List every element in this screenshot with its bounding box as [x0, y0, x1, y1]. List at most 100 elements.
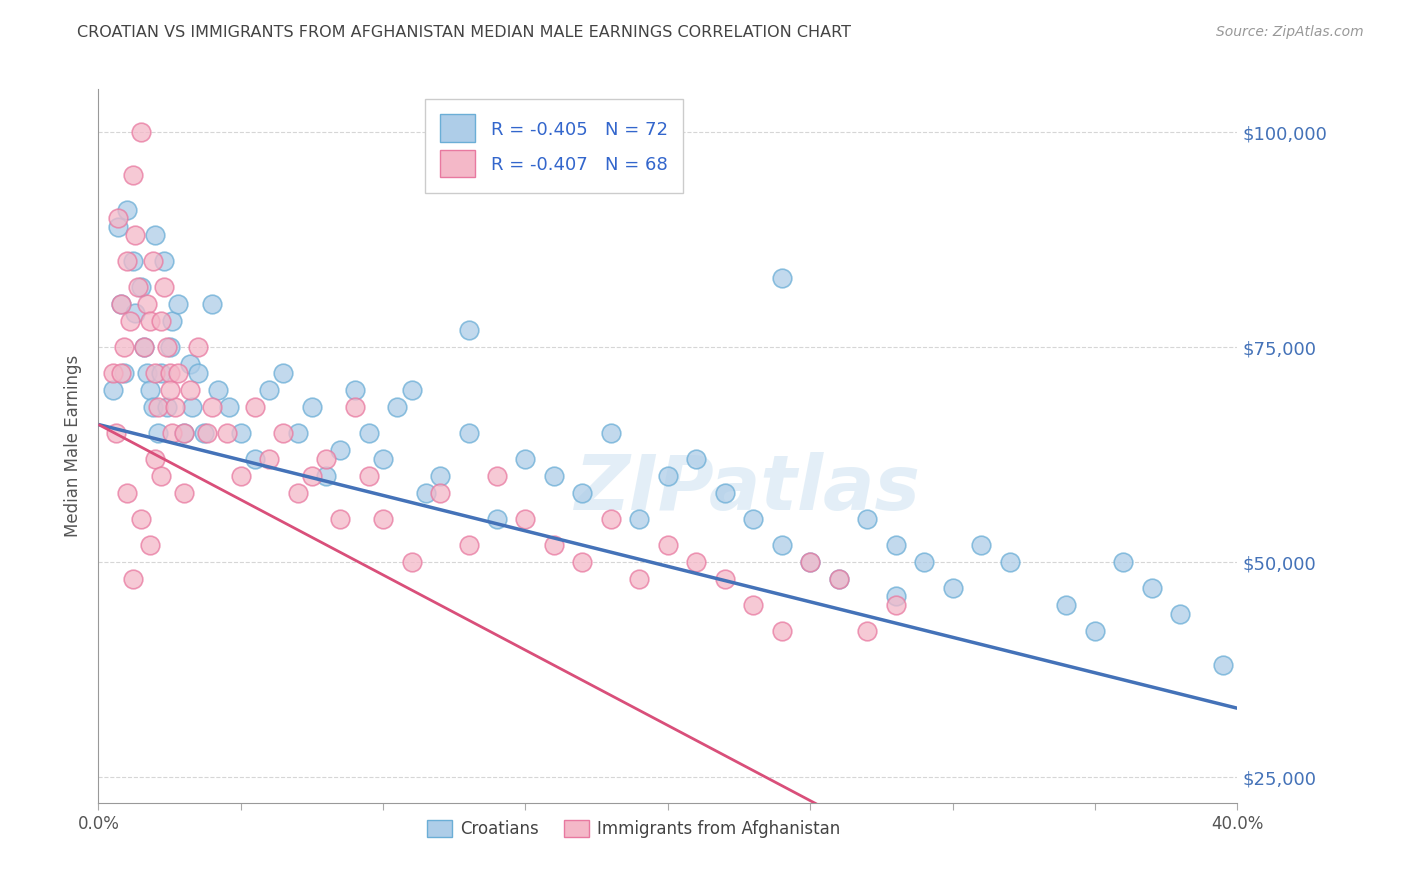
Point	[357, 426, 380, 441]
Point	[1084, 624, 1107, 638]
Point	[1170, 607, 1192, 621]
Point	[287, 426, 309, 441]
Point	[329, 443, 352, 458]
Point	[329, 512, 352, 526]
Point	[145, 228, 167, 243]
Point	[167, 366, 190, 380]
Point	[315, 469, 337, 483]
Point	[571, 555, 593, 569]
Point	[173, 426, 195, 441]
Point	[121, 254, 143, 268]
Point	[373, 512, 395, 526]
Point	[457, 323, 479, 337]
Point	[828, 572, 851, 586]
Text: ZIPatlas: ZIPatlas	[575, 452, 921, 525]
Point	[229, 469, 252, 483]
Point	[799, 555, 821, 569]
Point	[150, 366, 173, 380]
Point	[912, 555, 935, 569]
Point	[153, 254, 176, 268]
Point	[429, 469, 451, 483]
Point	[515, 451, 537, 466]
Point	[135, 366, 157, 380]
Point	[457, 426, 479, 441]
Text: CROATIAN VS IMMIGRANTS FROM AFGHANISTAN MEDIAN MALE EARNINGS CORRELATION CHART: CROATIAN VS IMMIGRANTS FROM AFGHANISTAN …	[77, 25, 851, 40]
Point	[101, 366, 124, 380]
Point	[167, 297, 190, 311]
Point	[115, 254, 138, 268]
Point	[770, 624, 793, 638]
Point	[714, 572, 737, 586]
Point	[110, 297, 132, 311]
Point	[112, 366, 135, 380]
Point	[187, 340, 209, 354]
Point	[1112, 555, 1135, 569]
Point	[856, 624, 879, 638]
Point	[1140, 581, 1163, 595]
Point	[107, 219, 129, 234]
Point	[156, 401, 179, 415]
Point	[148, 401, 170, 415]
Point	[714, 486, 737, 500]
Point	[429, 486, 451, 500]
Point	[259, 451, 281, 466]
Point	[112, 340, 135, 354]
Point	[201, 401, 224, 415]
Point	[124, 228, 146, 243]
Point	[162, 314, 184, 328]
Point	[129, 512, 152, 526]
Point	[373, 451, 395, 466]
Point	[229, 426, 252, 441]
Point	[159, 366, 181, 380]
Point	[685, 451, 707, 466]
Point	[401, 555, 423, 569]
Point	[129, 125, 152, 139]
Point	[132, 340, 155, 354]
Point	[600, 512, 623, 526]
Point	[124, 306, 146, 320]
Point	[110, 297, 132, 311]
Point	[159, 383, 181, 397]
Point	[153, 280, 176, 294]
Point	[218, 401, 240, 415]
Point	[970, 538, 993, 552]
Point	[121, 572, 143, 586]
Point	[457, 538, 479, 552]
Point	[259, 383, 281, 397]
Point	[150, 469, 173, 483]
Point	[415, 486, 437, 500]
Point	[215, 426, 238, 441]
Point	[145, 366, 167, 380]
Point	[770, 538, 793, 552]
Point	[628, 572, 651, 586]
Point	[201, 297, 224, 311]
Point	[195, 426, 218, 441]
Point	[141, 254, 163, 268]
Point	[138, 538, 160, 552]
Point	[343, 401, 366, 415]
Point	[657, 469, 679, 483]
Point	[179, 383, 201, 397]
Point	[162, 426, 184, 441]
Point	[942, 581, 965, 595]
Point	[138, 314, 160, 328]
Point	[104, 426, 127, 441]
Point	[101, 383, 124, 397]
Point	[742, 598, 765, 612]
Point	[543, 469, 565, 483]
Point	[110, 366, 132, 380]
Point	[141, 401, 163, 415]
Point	[138, 383, 160, 397]
Point	[486, 469, 509, 483]
Point	[742, 512, 765, 526]
Point	[132, 340, 155, 354]
Point	[181, 401, 204, 415]
Point	[657, 538, 679, 552]
Point	[173, 486, 195, 500]
Point	[145, 451, 167, 466]
Point	[543, 538, 565, 552]
Point	[148, 426, 170, 441]
Point	[156, 340, 179, 354]
Point	[1212, 658, 1234, 673]
Point	[273, 366, 295, 380]
